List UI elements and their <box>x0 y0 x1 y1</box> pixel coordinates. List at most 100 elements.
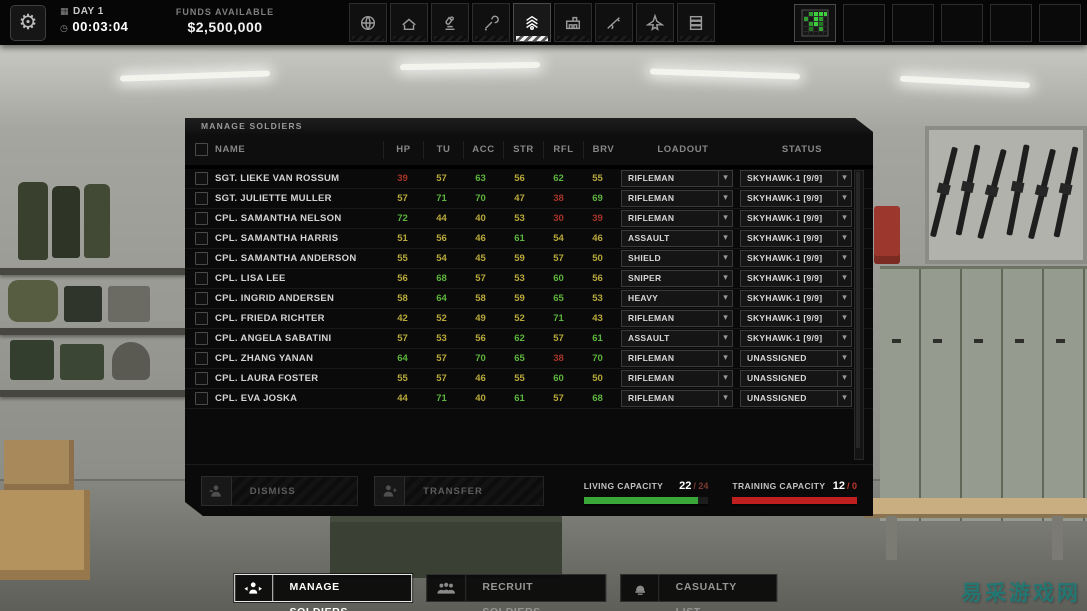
loadout-select[interactable]: ASSAULT ▾ <box>621 330 733 347</box>
stat-acc: 45 <box>475 253 486 264</box>
soldier-checkbox[interactable] <box>195 272 208 285</box>
soldier-row[interactable]: CPL. LISA LEE 56 68 57 53 60 56 SNIPER ▾… <box>185 269 873 289</box>
status-select[interactable]: SKYHAWK-1 [9/9] ▾ <box>740 190 852 207</box>
soldier-checkbox[interactable] <box>195 232 208 245</box>
soldier-checkbox[interactable] <box>195 352 208 365</box>
soldier-row[interactable]: CPL. INGRID ANDERSEN 58 64 58 59 65 53 H… <box>185 289 873 309</box>
nav-armory[interactable] <box>595 3 633 42</box>
soldier-row[interactable]: CPL. ANGELA SABATINI 57 53 56 62 57 61 A… <box>185 329 873 349</box>
nav-soldiers[interactable] <box>513 3 551 42</box>
loadout-select[interactable]: RIFLEMAN ▾ <box>621 370 733 387</box>
soldier-row[interactable]: SGT. LIEKE VAN ROSSUM 39 57 63 56 62 55 … <box>185 169 873 189</box>
status-select[interactable]: SKYHAWK-1 [9/9] ▾ <box>740 270 852 287</box>
nav-engineering[interactable] <box>472 3 510 42</box>
rifle-silhouette <box>1027 148 1057 240</box>
soldier-checkbox[interactable] <box>195 372 208 385</box>
soldier-name: SGT. LIEKE VAN ROSSUM <box>215 173 340 184</box>
loadout-select[interactable]: RIFLEMAN ▾ <box>621 190 733 207</box>
dismiss-soldiers-label: DISMISS SOLDIERS <box>232 476 359 506</box>
empty-base-slot[interactable] <box>1039 4 1081 42</box>
nav-geoscape[interactable] <box>349 3 387 42</box>
base-minimap-slot[interactable] <box>794 4 836 42</box>
empty-base-slot[interactable] <box>990 4 1032 42</box>
transfer-soldiers-button[interactable]: TRANSFER SOLDIERS <box>374 476 543 506</box>
nav-base[interactable] <box>390 3 428 42</box>
soldier-checkbox[interactable] <box>195 332 208 345</box>
status-select[interactable]: UNASSIGNED ▾ <box>740 390 852 407</box>
nav-research[interactable] <box>431 3 469 42</box>
status-select[interactable]: UNASSIGNED ▾ <box>740 350 852 367</box>
status-select[interactable]: SKYHAWK-1 [9/9] ▾ <box>740 290 852 307</box>
stat-tu: 71 <box>436 193 447 204</box>
loadout-select[interactable]: SHIELD ▾ <box>621 250 733 267</box>
stat-brv: 61 <box>592 333 603 344</box>
soldier-row[interactable]: CPL. SAMANTHA NELSON 72 44 40 53 30 39 R… <box>185 209 873 229</box>
manage-soldiers-tab[interactable]: MANAGE SOLDIERS <box>233 574 413 611</box>
soldier-checkbox[interactable] <box>195 252 208 265</box>
loadout-select[interactable]: RIFLEMAN ▾ <box>621 390 733 407</box>
soldier-checkbox[interactable] <box>195 172 208 185</box>
status-select[interactable]: SKYHAWK-1 [9/9] ▾ <box>740 330 852 347</box>
loadout-select[interactable]: RIFLEMAN ▾ <box>621 170 733 187</box>
soldier-row[interactable]: CPL. EVA JOSKA 44 71 40 61 57 68 RIFLEMA… <box>185 389 873 409</box>
stat-tu: 56 <box>436 233 447 244</box>
loadout-select[interactable]: ASSAULT ▾ <box>621 230 733 247</box>
stat-rfl: 57 <box>553 253 564 264</box>
column-tu: TU <box>423 141 463 159</box>
status-select[interactable]: SKYHAWK-1 [9/9] ▾ <box>740 170 852 187</box>
manage-soldiers-tab-label: MANAGE SOLDIERS <box>289 581 347 611</box>
chevron-down-icon: ▾ <box>837 351 851 366</box>
soldier-row[interactable]: CPL. LAURA FOSTER 55 57 46 55 60 50 RIFL… <box>185 369 873 389</box>
stat-brv: 50 <box>592 253 603 264</box>
ammo-box <box>60 344 104 380</box>
scrollbar[interactable] <box>854 170 864 460</box>
soldier-name: CPL. LAURA FOSTER <box>215 373 319 384</box>
casualty-list-tab[interactable]: CASUALTY LIST <box>619 574 778 611</box>
nav-stores[interactable] <box>677 3 715 42</box>
stat-hp: 44 <box>397 393 408 404</box>
empty-base-slot[interactable] <box>941 4 983 42</box>
loadout-select[interactable]: SNIPER ▾ <box>621 270 733 287</box>
dismiss-soldiers-button[interactable]: DISMISS SOLDIERS <box>201 476 358 506</box>
select-all-checkbox[interactable] <box>195 143 208 156</box>
nav-facilities[interactable] <box>554 3 592 42</box>
soldier-checkbox[interactable] <box>195 292 208 305</box>
loadout-select[interactable]: RIFLEMAN ▾ <box>621 310 733 327</box>
empty-base-slot[interactable] <box>892 4 934 42</box>
weapon-pegboard <box>925 126 1087 264</box>
funds-display: FUNDS AVAILABLE $2,500,000 <box>140 7 310 35</box>
status-select[interactable]: SKYHAWK-1 [9/9] ▾ <box>740 310 852 327</box>
chevron-down-icon: ▾ <box>718 211 732 226</box>
stat-tu: 68 <box>436 273 447 284</box>
recruit-soldiers-tab[interactable]: RECRUIT SOLDIERS <box>426 574 606 611</box>
loadout-select[interactable]: HEAVY ▾ <box>621 290 733 307</box>
empty-base-slot[interactable] <box>843 4 885 42</box>
loadout-select[interactable]: RIFLEMAN ▾ <box>621 210 733 227</box>
soldier-row[interactable]: CPL. FRIEDA RICHTER 42 52 49 52 71 43 RI… <box>185 309 873 329</box>
stat-str: 53 <box>514 213 525 224</box>
soldier-row[interactable]: CPL. SAMANTHA ANDERSON 55 54 45 59 57 50… <box>185 249 873 269</box>
nav-aircraft[interactable] <box>636 3 674 42</box>
stat-hp: 72 <box>397 213 408 224</box>
status-select[interactable]: SKYHAWK-1 [9/9] ▾ <box>740 210 852 227</box>
soldier-row[interactable]: SGT. JULIETTE MULLER 57 71 70 47 38 69 R… <box>185 189 873 209</box>
settings-button[interactable]: ⚙ <box>10 5 46 41</box>
soldier-checkbox[interactable] <box>195 312 208 325</box>
status-select[interactable]: SKYHAWK-1 [9/9] ▾ <box>740 230 852 247</box>
status-select[interactable]: UNASSIGNED ▾ <box>740 370 852 387</box>
soldier-name: CPL. FRIEDA RICHTER <box>215 313 325 324</box>
stat-brv: 53 <box>592 293 603 304</box>
funds-label: FUNDS AVAILABLE <box>175 7 275 17</box>
soldier-row[interactable]: CPL. SAMANTHA HARRIS 51 56 46 61 54 46 A… <box>185 229 873 249</box>
status-select[interactable]: SKYHAWK-1 [9/9] ▾ <box>740 250 852 267</box>
soldier-checkbox[interactable] <box>195 212 208 225</box>
soldier-name: SGT. JULIETTE MULLER <box>215 193 332 204</box>
stat-str: 53 <box>514 273 525 284</box>
soldier-checkbox[interactable] <box>195 192 208 205</box>
living-capacity-max: / 24 <box>693 480 709 491</box>
base-slots <box>794 4 1081 42</box>
soldier-checkbox[interactable] <box>195 392 208 405</box>
loadout-select[interactable]: RIFLEMAN ▾ <box>621 350 733 367</box>
soldier-row[interactable]: CPL. ZHANG YANAN 64 57 70 65 38 70 RIFLE… <box>185 349 873 369</box>
scrollbar-thumb[interactable] <box>856 172 860 448</box>
